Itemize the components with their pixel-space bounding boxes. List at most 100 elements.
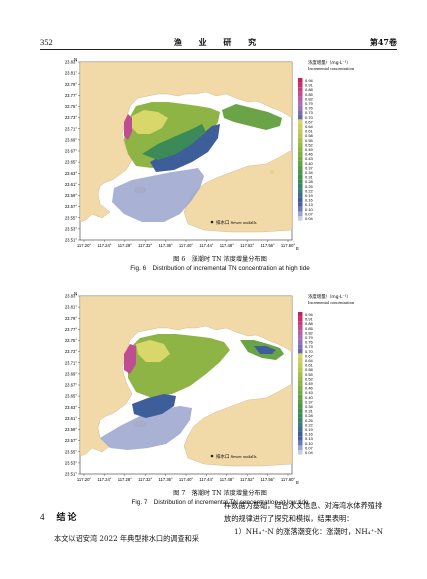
legend-value: 0.46: [305, 386, 314, 391]
land-mass: [79, 295, 293, 457]
legend-swatch: [298, 124, 303, 129]
legend-value: 0.13: [305, 202, 314, 207]
figure-7-caption-en: Fig. 7 Distribution of incremental TN co…: [131, 499, 309, 506]
legend-swatch: [298, 110, 303, 115]
legend-value: 0.34: [305, 170, 314, 175]
legend-value: 0.91: [305, 83, 314, 88]
legend-swatch: [298, 206, 303, 212]
lon-tick-label: 117.40°: [179, 243, 193, 248]
legend-swatch: [298, 188, 303, 193]
legend-swatch: [298, 179, 303, 184]
section-title: 结论: [56, 513, 79, 523]
legend-swatch: [298, 312, 303, 317]
legend-value: 0.67: [305, 353, 314, 358]
legend-swatch: [298, 91, 303, 97]
concentration-low-zone: [100, 406, 192, 450]
legend-value: 0.79: [305, 335, 314, 340]
page-number: 352: [40, 37, 53, 47]
legend-value: 0.52: [305, 376, 314, 381]
legend-swatch: [298, 165, 303, 170]
legend-swatch: [298, 335, 303, 340]
legend-swatch: [298, 156, 303, 161]
lat-tick-label: 23.71°: [65, 126, 77, 131]
legend-value: 0.43: [305, 390, 314, 395]
legend-value: 0.58: [305, 367, 314, 372]
east-label: E: [296, 246, 299, 251]
east-label: E: [296, 480, 299, 485]
lat-tick-label: 23.75°: [65, 104, 77, 109]
north-label: N: [74, 291, 77, 296]
lat-tick-label: 23.57°: [65, 204, 77, 209]
lon-tick-label: 117.36°: [159, 477, 173, 482]
legend-swatch: [298, 450, 303, 455]
legend-swatch: [298, 376, 303, 381]
lat-tick-label: 23.53°: [65, 460, 77, 465]
legend-value: 0.52: [305, 142, 314, 147]
lon-tick-label: 117.20°: [77, 243, 91, 248]
figure-7: 23.83° 23.81° 23.79° 23.77° 23.75° 23.73° 23.7…: [40, 288, 400, 506]
section-number: 4: [40, 512, 45, 522]
lon-tick-label: 117.28°: [118, 243, 132, 248]
legend-swatch: [298, 408, 303, 414]
legend-value: 0.76: [305, 340, 314, 345]
legend-value: 0.37: [305, 165, 314, 170]
legend-value: 0.16: [305, 432, 314, 437]
legend-swatch: [298, 96, 303, 101]
legend-value: 0.76: [305, 106, 314, 111]
legend-value: 0.49: [305, 381, 314, 386]
legend-swatch: [298, 151, 303, 157]
lon-tick-label: 117.24°: [97, 477, 111, 482]
lon-tick-label: 117.36°: [159, 243, 173, 248]
lat-tick-label: 23.69°: [65, 371, 77, 376]
lat-tick-label: 23.61°: [65, 182, 77, 187]
legend-swatch: [298, 362, 303, 368]
legend-swatch: [298, 174, 303, 180]
lat-tick-label: 23.75°: [65, 338, 77, 343]
legend-value: 0.73: [305, 110, 314, 115]
legend-value: 0.94: [305, 312, 314, 317]
legend-swatch: [298, 404, 303, 409]
result-item-1: 1）NH₄⁺-N 的涨落潮变化：涨潮时，NH₄⁺-N: [234, 527, 384, 536]
concentration-high-zone: [124, 344, 136, 374]
lat-tick-label: 23.77°: [65, 327, 77, 332]
legend-value: 0.79: [305, 101, 314, 106]
legend-value: 0.07: [305, 445, 314, 450]
legend-value: 0.40: [305, 395, 314, 400]
lat-tick-label: 23.55°: [65, 449, 77, 454]
section-heading: 4 结论: [40, 510, 79, 523]
legend-swatch: [298, 399, 303, 404]
legend-value: 0.31: [305, 175, 314, 180]
concentration-low-zone: [112, 168, 204, 222]
legend-swatch: [298, 339, 303, 345]
figure-7-map: 23.83° 23.81° 23.79° 23.77° 23.75° 23.73° 23.7…: [65, 291, 355, 485]
legend-swatch: [298, 440, 303, 446]
lat-tick-label: 23.81°: [65, 305, 77, 310]
legend-value: 0.64: [305, 124, 314, 129]
legend-value: 0.28: [305, 413, 314, 418]
legend: 浓度增量/（mg·L⁻¹）Incremental concentration 0.…: [298, 59, 355, 221]
legend-swatch: [298, 119, 303, 124]
body-paragraph: 本文以诏安湾 2022 年典型排水口的调查和采: [54, 534, 200, 543]
lon-tick-label: 117.24°: [97, 243, 111, 248]
legend-swatch: [298, 390, 303, 395]
lon-tick-label: 117.32°: [138, 243, 152, 248]
legend-value: 0.43: [305, 156, 314, 161]
volume-label: 第47卷: [369, 37, 397, 47]
legend-swatch: [298, 78, 303, 83]
lat-tick-label: 23.65°: [65, 394, 77, 399]
legend: 浓度增量/（mg·L⁻¹）Incremental concentration 0.…: [298, 293, 355, 455]
legend-swatch: [298, 381, 303, 386]
legend-swatch: [298, 321, 303, 326]
body-line: 样数据为基础，结合水文信息、对海湾水体养殖排: [224, 501, 383, 510]
lat-tick-label: 23.71°: [65, 360, 77, 365]
lat-tick-label: 23.83°: [65, 294, 77, 299]
legend-value: 0.70: [305, 115, 314, 120]
axis-ticks: 23.83° 23.81° 23.79° 23.77° 23.75° 23.73° 23.7…: [65, 294, 296, 483]
sewer-outfall-legend: 排水口 Sewer outfalls: [216, 219, 257, 226]
concentration-teal-zone: [142, 124, 206, 160]
lat-tick-label: 23.81°: [65, 71, 77, 76]
legend-swatch: [298, 82, 303, 88]
sewer-outfall-legend: 排水口 Sewer outfalls: [216, 453, 257, 460]
sewer-outfall-marker: [210, 220, 214, 224]
body-line: 放的规律进行了探究和模拟，结果表明：: [224, 514, 354, 523]
